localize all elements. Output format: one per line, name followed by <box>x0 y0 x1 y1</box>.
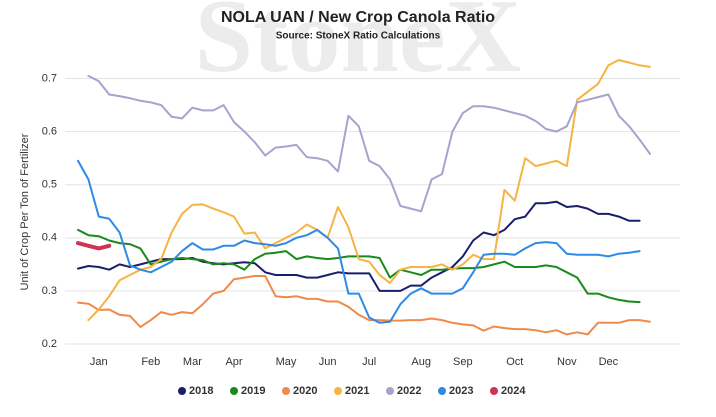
series-line <box>87 74 651 213</box>
legend-marker <box>178 387 186 395</box>
x-tick-label: Aug <box>411 356 431 368</box>
x-tick-label: May <box>276 356 297 368</box>
chart-title: NOLA UAN / New Crop Canola Ratio <box>221 9 495 26</box>
series-line <box>76 241 112 251</box>
legend-label: 2018 <box>189 385 213 397</box>
legend-marker <box>334 387 342 395</box>
x-tick-label: Jul <box>362 356 376 368</box>
y-axis-label: Unit of Crop Per Ton of Fertilizer <box>19 133 31 290</box>
y-tick-label: 0.4 <box>42 232 57 244</box>
legend-marker <box>386 387 394 395</box>
y-tick-label: 0.3 <box>42 285 57 297</box>
series-line <box>87 59 651 322</box>
legend-label: 2019 <box>241 385 265 397</box>
series-line <box>77 200 641 292</box>
series-line <box>77 159 641 324</box>
x-tick-label: Jan <box>90 356 108 368</box>
legend-label: 2021 <box>345 385 369 397</box>
legend-marker <box>230 387 238 395</box>
x-tick-label: Jun <box>319 356 337 368</box>
y-tick-label: 0.7 <box>42 72 57 84</box>
x-tick-label: Nov <box>557 356 577 368</box>
legend-label: 2020 <box>293 385 317 397</box>
x-tick-label: Oct <box>506 356 523 368</box>
legend-marker <box>282 387 290 395</box>
x-tick-label: Mar <box>183 356 202 368</box>
chart-subtitle: Source: StoneX Ratio Calculations <box>276 31 441 42</box>
legend-label: 2022 <box>397 385 421 397</box>
legend-marker <box>490 387 498 395</box>
x-tick-label: Apr <box>225 356 242 368</box>
x-tick-label: Dec <box>599 356 619 368</box>
series-line <box>77 275 651 336</box>
y-tick-label: 0.2 <box>42 338 57 350</box>
x-tick-label: Feb <box>141 356 160 368</box>
y-tick-label: 0.6 <box>42 126 57 138</box>
y-tick-label: 0.5 <box>42 179 57 191</box>
x-tick-label: Sep <box>453 356 473 368</box>
legend-label: 2023 <box>449 385 473 397</box>
legend-label: 2024 <box>501 385 526 397</box>
legend-marker <box>438 387 446 395</box>
